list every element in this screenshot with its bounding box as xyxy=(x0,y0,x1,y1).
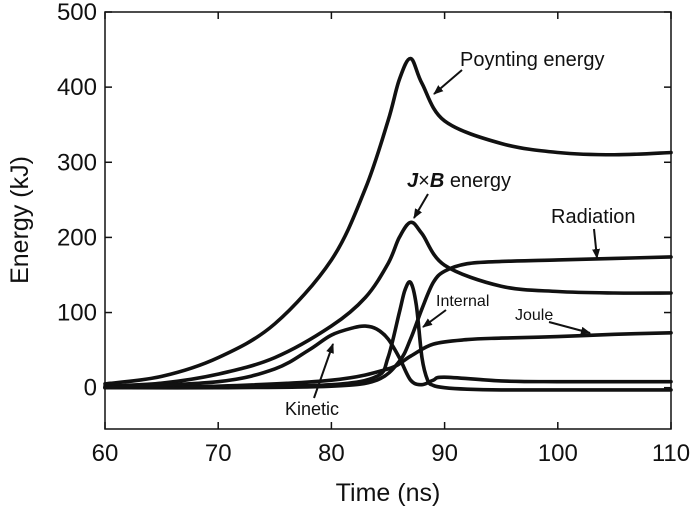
annotation-poynting-arrow xyxy=(433,69,463,95)
y-tick-label: 0 xyxy=(84,375,97,402)
x-tick-label: 110 xyxy=(652,440,690,467)
annotation-jxb-rest: energy xyxy=(444,170,511,192)
series-layer xyxy=(103,56,673,392)
tick-layer: 60 70 80 90 100 110 0 100 200 300 400 500 xyxy=(57,0,690,467)
x-tick-label: 60 xyxy=(92,440,119,467)
series-line-kinetic xyxy=(103,324,673,390)
annotation-radiation-arrow xyxy=(592,228,601,259)
annotation-jxb: J×B energy xyxy=(407,170,511,192)
annotation-jxb-b: B xyxy=(430,170,444,192)
annotation-joule-arrow xyxy=(548,321,591,335)
annotation-kinetic: Kinetic xyxy=(285,399,339,419)
plot-frame xyxy=(104,11,672,430)
annotations: Poynting energy J×B energy Radiation Int… xyxy=(285,49,636,419)
y-tick-label: 400 xyxy=(57,74,97,101)
annotation-kinetic-arrow xyxy=(313,343,334,399)
annotation-jxb-arrow xyxy=(413,193,429,219)
annotation-jxb-times: × xyxy=(418,170,430,192)
series-line-j-b-energy xyxy=(103,220,673,388)
annotation-joule: Joule xyxy=(515,307,553,324)
y-tick-label: 300 xyxy=(57,149,97,176)
series-line-internal xyxy=(103,280,673,392)
annotation-internal-arrow xyxy=(422,309,447,328)
y-axis-label: Energy (kJ) xyxy=(6,156,34,284)
y-tick-label: 500 xyxy=(57,0,97,26)
annotation-jxb-j: J xyxy=(407,170,419,192)
y-tick-label: 100 xyxy=(57,300,97,327)
series-line-joule xyxy=(103,331,673,390)
annotation-internal: Internal xyxy=(436,293,489,310)
annotation-poynting: Poynting energy xyxy=(460,49,605,71)
x-tick-label: 90 xyxy=(431,440,458,467)
annotation-radiation: Radiation xyxy=(551,206,636,228)
x-tick-label: 80 xyxy=(318,440,345,467)
series-line-poynting-energy xyxy=(103,56,673,386)
y-tick-label: 200 xyxy=(57,224,97,251)
x-tick-label: 70 xyxy=(205,440,232,467)
x-tick-label: 100 xyxy=(538,440,578,467)
x-axis-label: Time (ns) xyxy=(336,479,441,507)
